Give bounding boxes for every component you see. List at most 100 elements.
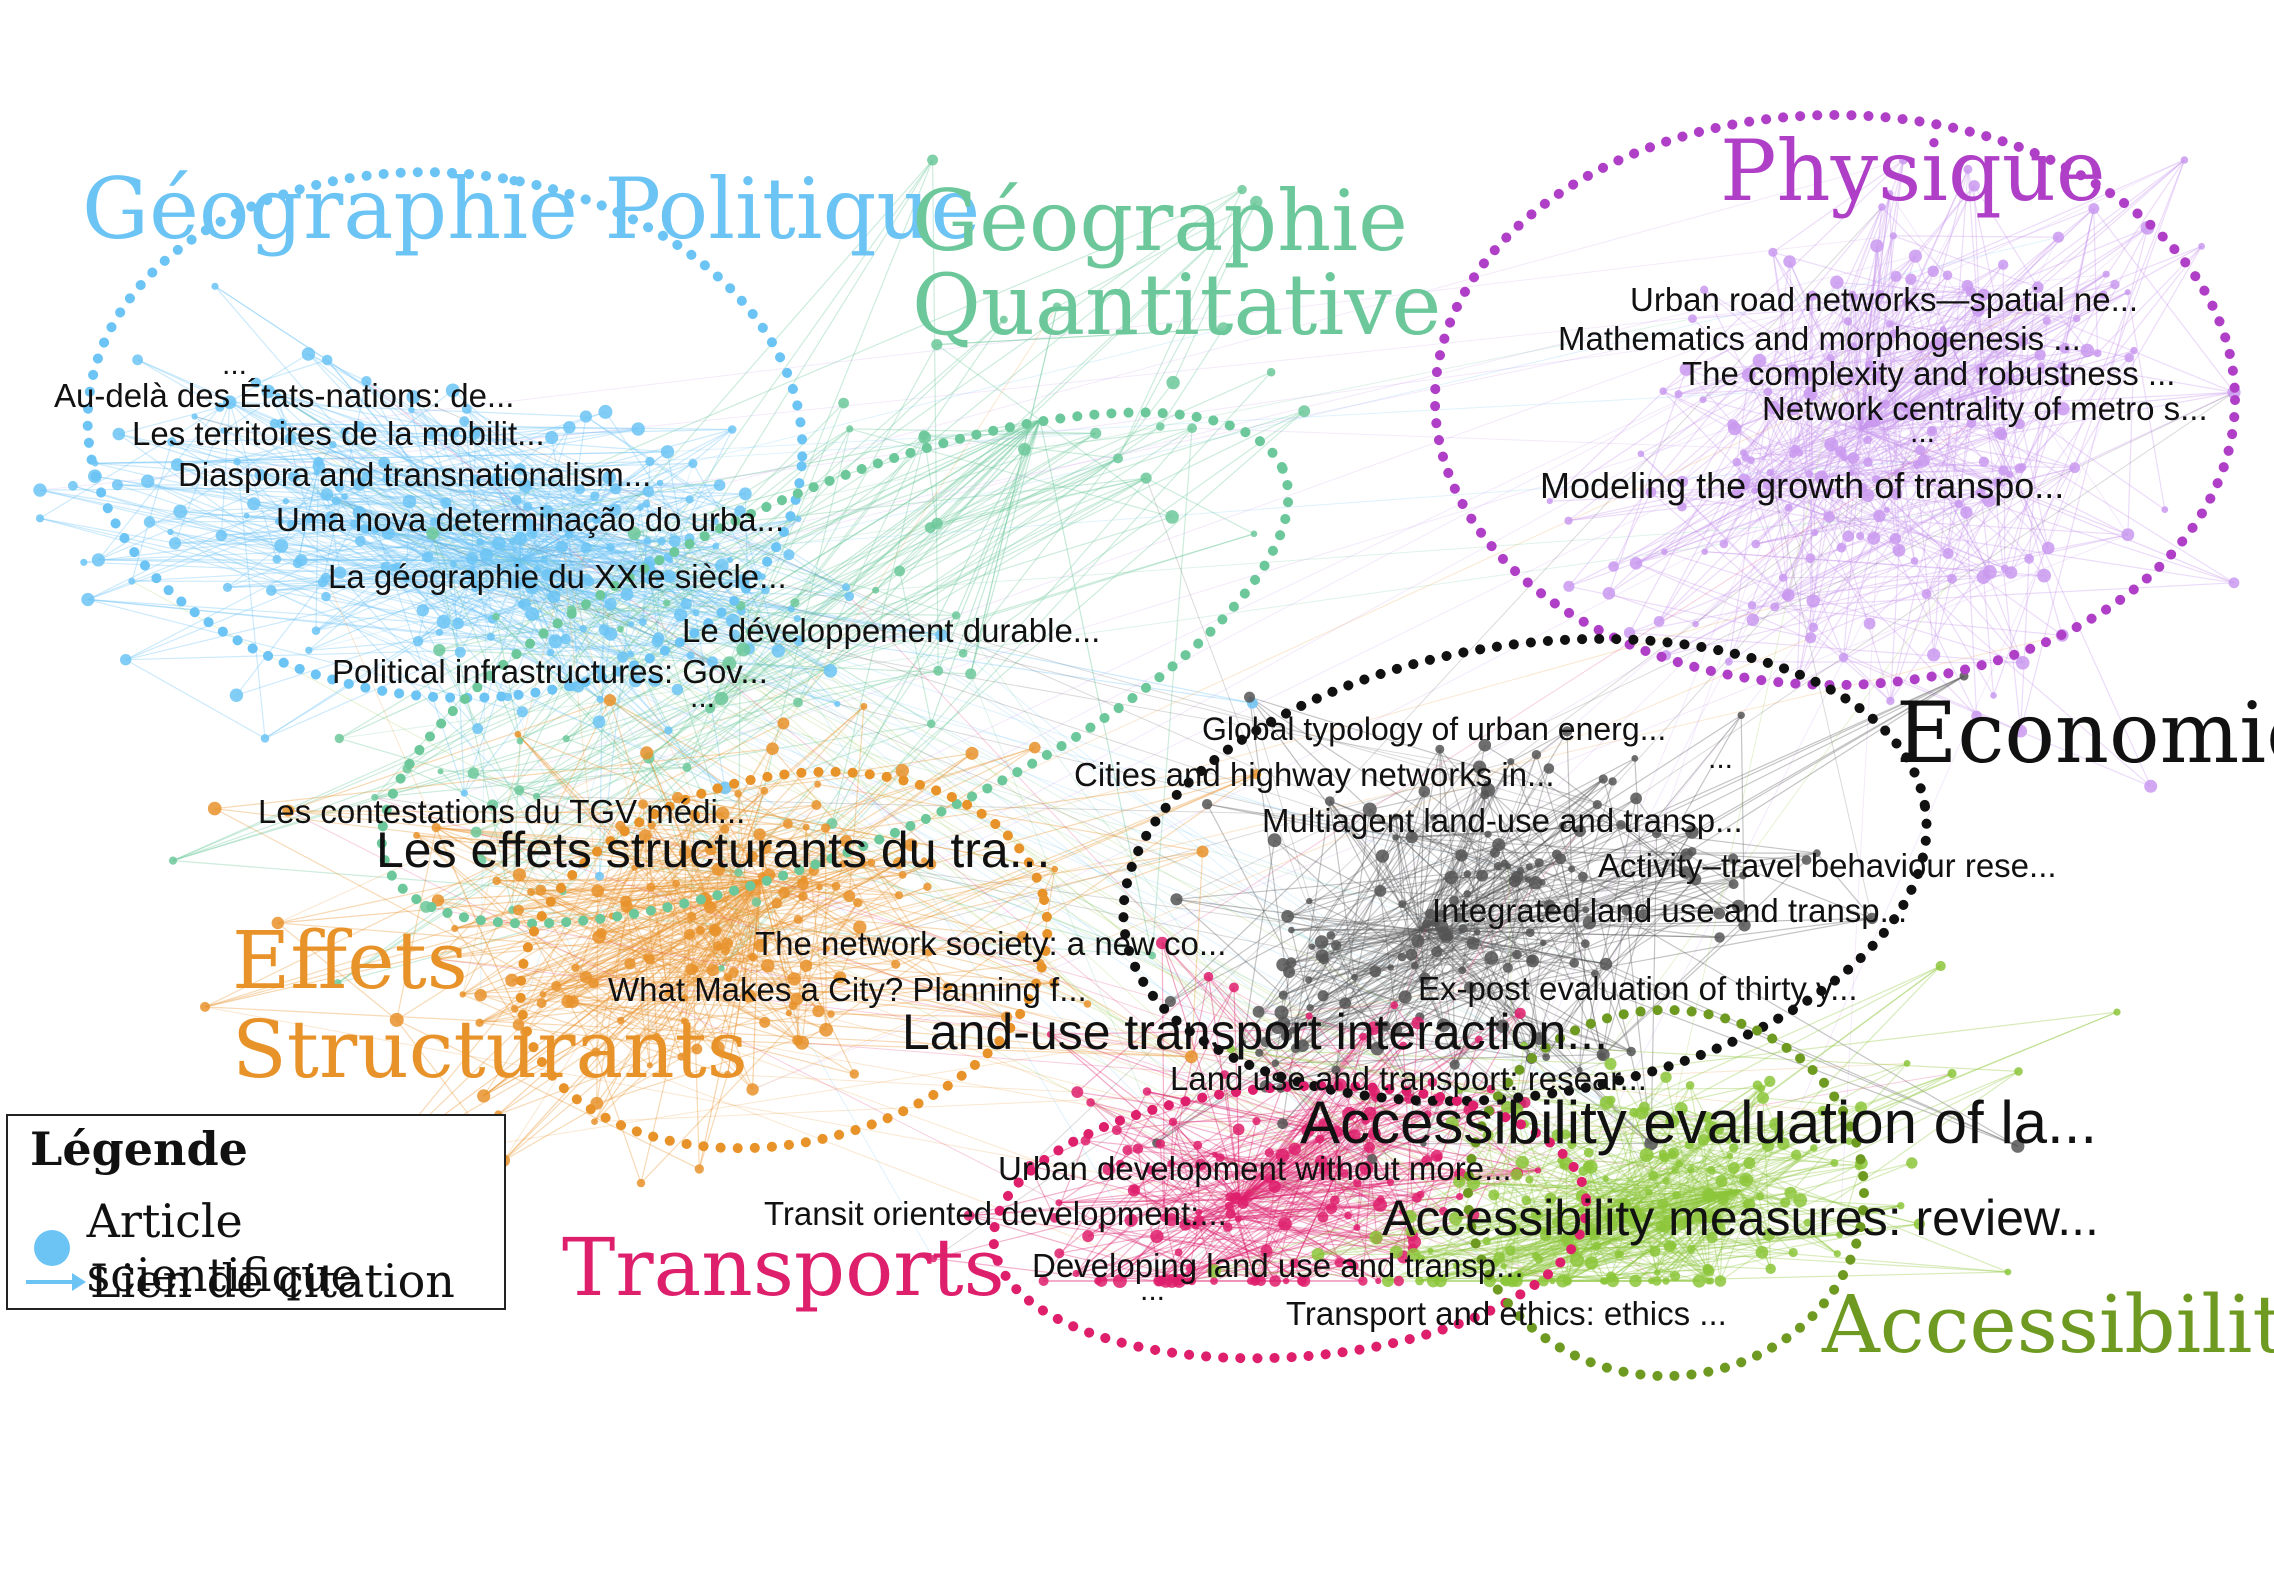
article-node — [1090, 427, 1102, 439]
citation-edge — [1450, 877, 1456, 1065]
citation-edge — [462, 586, 560, 995]
citation-edge — [1535, 882, 1586, 944]
citation-edge — [1799, 452, 1845, 459]
article-node — [620, 895, 632, 907]
citation-edge — [386, 477, 517, 501]
citation-edge — [1195, 1198, 1381, 1227]
article-node — [436, 614, 451, 629]
citation-edge — [1919, 449, 1991, 573]
citation-edge — [1853, 344, 2235, 584]
citation-edge — [1293, 1166, 1340, 1264]
citation-edge — [1156, 931, 1478, 1144]
citation-edge — [1658, 491, 1981, 622]
citation-edge — [337, 589, 876, 984]
citation-edge — [598, 595, 605, 877]
citation-edge — [174, 532, 389, 544]
citation-edge — [542, 705, 865, 995]
citation-edge — [714, 790, 765, 931]
article-node — [844, 591, 855, 602]
citation-edge — [422, 559, 521, 611]
citation-edge — [498, 850, 1203, 1115]
citation-edge — [817, 783, 1203, 853]
citation-edge — [1321, 941, 1355, 978]
citation-edge — [542, 993, 819, 1012]
citation-edge — [593, 982, 803, 1044]
citation-edge — [1172, 1120, 1257, 1123]
citation-edge — [527, 506, 697, 614]
article-node — [2180, 156, 2189, 164]
article-node — [751, 897, 762, 907]
citation-edge — [1869, 357, 2130, 625]
citation-edge — [1829, 358, 1861, 431]
citation-edge — [1772, 251, 1979, 311]
citation-edge — [260, 474, 389, 534]
citation-edge — [1283, 928, 1464, 996]
citation-edge — [659, 482, 1391, 968]
citation-edge — [416, 834, 622, 1021]
citation-edge — [1734, 341, 1941, 430]
citation-edge — [496, 875, 763, 882]
citation-edge — [1997, 404, 2063, 636]
citation-edge — [72, 485, 623, 658]
citation-edge — [899, 570, 932, 724]
citation-edge — [518, 878, 805, 911]
citation-edge — [194, 416, 1657, 835]
citation-edge — [405, 576, 655, 681]
article-node — [598, 624, 610, 636]
article-node — [1580, 939, 1590, 948]
citation-edge — [1867, 403, 1998, 441]
article-node — [603, 694, 617, 707]
citation-edge — [1787, 354, 2041, 596]
citation-edge — [1427, 389, 1997, 1115]
citation-edges — [39, 159, 2235, 1282]
citation-edge — [794, 419, 1041, 604]
citation-edge — [2127, 292, 2166, 510]
citation-edge — [2019, 341, 2024, 425]
article-node — [712, 941, 723, 951]
citation-edge — [1767, 349, 2088, 393]
article-node — [1534, 1254, 1544, 1264]
citation-edge — [366, 475, 650, 563]
citation-edge — [1913, 560, 1995, 696]
paper-label: Developing land use and transp... — [1032, 1247, 1524, 1284]
citation-edge — [601, 863, 864, 934]
citation-edge — [380, 987, 1471, 1163]
citation-edge — [1151, 428, 1193, 956]
citation-edge — [1931, 422, 1972, 431]
citation-edge — [1796, 295, 1813, 685]
citation-edge — [648, 527, 931, 759]
citation-edge — [1424, 880, 1516, 979]
citation-edge — [740, 605, 932, 725]
citation-edge — [759, 879, 794, 1006]
article-node — [2228, 577, 2240, 589]
citation-edge — [1385, 951, 1438, 1027]
citation-edge — [620, 879, 761, 1021]
article-node — [712, 542, 720, 550]
article-node — [1278, 990, 1288, 1000]
citation-edge — [519, 559, 587, 581]
citation-edge — [1329, 800, 1471, 988]
citation-edge — [680, 895, 804, 1058]
citation-edge — [1239, 1199, 1404, 1258]
article-node — [128, 577, 136, 585]
citation-edge — [1768, 429, 1861, 485]
article-node — [1203, 971, 1214, 982]
citation-edge — [677, 797, 1055, 870]
citation-edge — [322, 559, 521, 583]
citation-edge — [692, 463, 767, 591]
citation-edge — [848, 706, 865, 897]
citation-edge — [1156, 836, 1413, 1144]
citation-edge — [651, 824, 754, 1090]
citation-edge — [1695, 320, 2048, 625]
citation-edge — [1302, 791, 1425, 1046]
citation-edge — [824, 827, 827, 1030]
citation-edge — [1330, 863, 1505, 936]
citation-edge — [1265, 797, 1637, 1087]
citation-edge — [542, 634, 2063, 995]
citation-edge — [1695, 414, 1913, 625]
article-node — [1086, 1098, 1095, 1107]
citation-edge — [644, 835, 669, 994]
citation-edge — [610, 520, 716, 635]
citation-edge — [1441, 913, 1596, 975]
citation-edge — [1497, 865, 1518, 955]
